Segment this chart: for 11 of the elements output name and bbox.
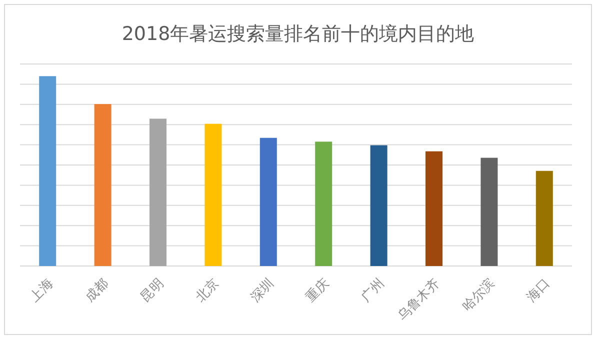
x-tick-label: 乌鲁木齐 <box>395 276 443 324</box>
x-tick-label: 成都 <box>82 276 112 306</box>
x-tick-label: 深圳 <box>248 276 278 306</box>
x-tick-label: 广州 <box>358 276 388 306</box>
x-tick-label: 上海 <box>27 276 56 306</box>
x-tick-label: 北京 <box>193 276 222 306</box>
x-tick-label: 昆明 <box>138 276 167 306</box>
x-tick-label: 哈尔滨 <box>459 276 498 314</box>
x-tick-label: 重庆 <box>303 276 332 306</box>
x-tick-label: 海口 <box>524 276 554 306</box>
chart-title: 2018年暑运搜索量排名前十的境内目的地 <box>122 23 474 45</box>
